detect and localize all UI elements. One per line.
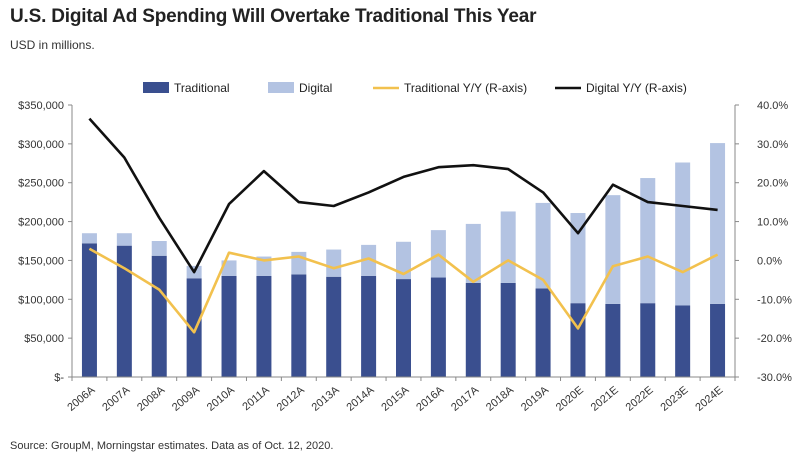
left-tick-label: $350,000 xyxy=(18,100,64,112)
bar-traditional xyxy=(396,279,411,377)
x-tick-label: 2019A xyxy=(519,384,552,414)
bar-digital xyxy=(675,162,691,306)
bar-digital xyxy=(710,143,726,304)
legend-swatch-traditional xyxy=(143,82,169,93)
line-traditional-yy xyxy=(88,247,719,334)
x-tick-label: 2018A xyxy=(484,384,517,414)
x-tick-label: 2020E xyxy=(554,384,586,414)
legend: Traditional Digital Traditional Y/Y (R-axi… xyxy=(143,81,687,95)
x-tick-label: 2015A xyxy=(379,384,412,414)
bar-traditional xyxy=(326,276,342,377)
bar-traditional xyxy=(151,255,167,377)
x-tick-label: 2009A xyxy=(170,384,203,414)
left-tick-label: $150,000 xyxy=(18,255,64,267)
left-tick-label: $200,000 xyxy=(18,217,64,229)
legend-label: Traditional xyxy=(174,81,230,95)
bar-digital xyxy=(116,233,132,246)
x-tick-label: 2014A xyxy=(344,384,377,414)
bar-traditional xyxy=(640,303,656,377)
bar-traditional xyxy=(361,275,377,377)
legend-swatch-digital xyxy=(268,82,294,93)
x-tick-label: 2011A xyxy=(240,384,272,414)
bar-traditional xyxy=(605,303,621,377)
line-group xyxy=(88,117,719,334)
x-tick-label: 2007A xyxy=(100,384,133,414)
bar-digital xyxy=(81,233,97,244)
bar-traditional xyxy=(186,278,202,377)
source-note: Source: GroupM, Morningstar estimates. D… xyxy=(10,440,334,452)
right-tick-label: 40.0% xyxy=(757,100,788,112)
left-tick-label: $300,000 xyxy=(18,139,64,151)
line-digital-yy xyxy=(88,117,718,274)
right-tick-label: -30.0% xyxy=(757,372,792,384)
bar-traditional xyxy=(81,243,97,377)
chart-title: U.S. Digital Ad Spending Will Overtake T… xyxy=(10,6,537,27)
right-tick-label: 20.0% xyxy=(757,178,788,190)
x-tick-label: 2016A xyxy=(414,384,447,414)
x-tick-label: 2006A xyxy=(65,384,98,414)
right-tick-label: -10.0% xyxy=(757,294,792,306)
bar-digital xyxy=(640,178,656,304)
bar-traditional xyxy=(535,288,551,377)
right-tick-label: 10.0% xyxy=(757,217,788,229)
left-tick-label: $250,000 xyxy=(18,178,64,190)
bar-digital xyxy=(570,213,586,304)
chart-subtitle: USD in millions. xyxy=(10,38,95,52)
bar-digital xyxy=(361,244,377,276)
bar-digital xyxy=(151,241,167,256)
x-tick-label: 2017A xyxy=(449,384,482,414)
x-tick-label: 2021E xyxy=(589,384,621,414)
bar-traditional xyxy=(256,275,272,377)
right-tick-label: 30.0% xyxy=(757,139,788,151)
x-tick-label: 2023E xyxy=(659,384,691,414)
legend-label: Digital xyxy=(299,81,332,95)
bar-traditional xyxy=(500,282,516,377)
bar-traditional xyxy=(221,275,237,377)
bar-traditional xyxy=(675,305,691,377)
bar-traditional xyxy=(710,303,726,377)
x-tick-label: 2024E xyxy=(693,384,725,414)
bar-digital xyxy=(465,223,481,283)
right-tick-label: 0.0% xyxy=(757,255,782,267)
x-tick-label: 2008A xyxy=(135,384,168,414)
bar-traditional xyxy=(116,245,132,377)
x-tick-label: 2013A xyxy=(310,384,343,414)
axes: $- $50,000 $100,000 $150,000 $200,000 $250,00… xyxy=(18,100,792,384)
left-tick-label: $- xyxy=(54,372,64,384)
legend-label: Digital Y/Y (R-axis) xyxy=(586,81,687,95)
bar-digital xyxy=(535,202,551,289)
right-tick-label: -20.0% xyxy=(757,333,792,345)
left-tick-label: $100,000 xyxy=(18,294,64,306)
bar-digital xyxy=(396,241,411,280)
bar-digital xyxy=(326,249,342,277)
x-tick-label: 2012A xyxy=(275,384,308,414)
bar-digital xyxy=(256,256,272,276)
bar-traditional xyxy=(291,274,307,377)
bar-traditional xyxy=(430,277,446,377)
bar-traditional xyxy=(570,303,586,377)
bar-traditional xyxy=(465,282,481,377)
legend-label: Traditional Y/Y (R-axis) xyxy=(404,81,527,95)
x-tick-labels: 2006A 2007A 2008A 2009A 2010A 2011A 2012A 2013A… xyxy=(65,384,725,414)
left-tick-label: $50,000 xyxy=(24,333,64,345)
bar-digital xyxy=(605,195,621,304)
bar-digital xyxy=(500,211,516,283)
x-tick-label: 2010A xyxy=(205,384,238,414)
x-tick-label: 2022E xyxy=(624,384,656,414)
